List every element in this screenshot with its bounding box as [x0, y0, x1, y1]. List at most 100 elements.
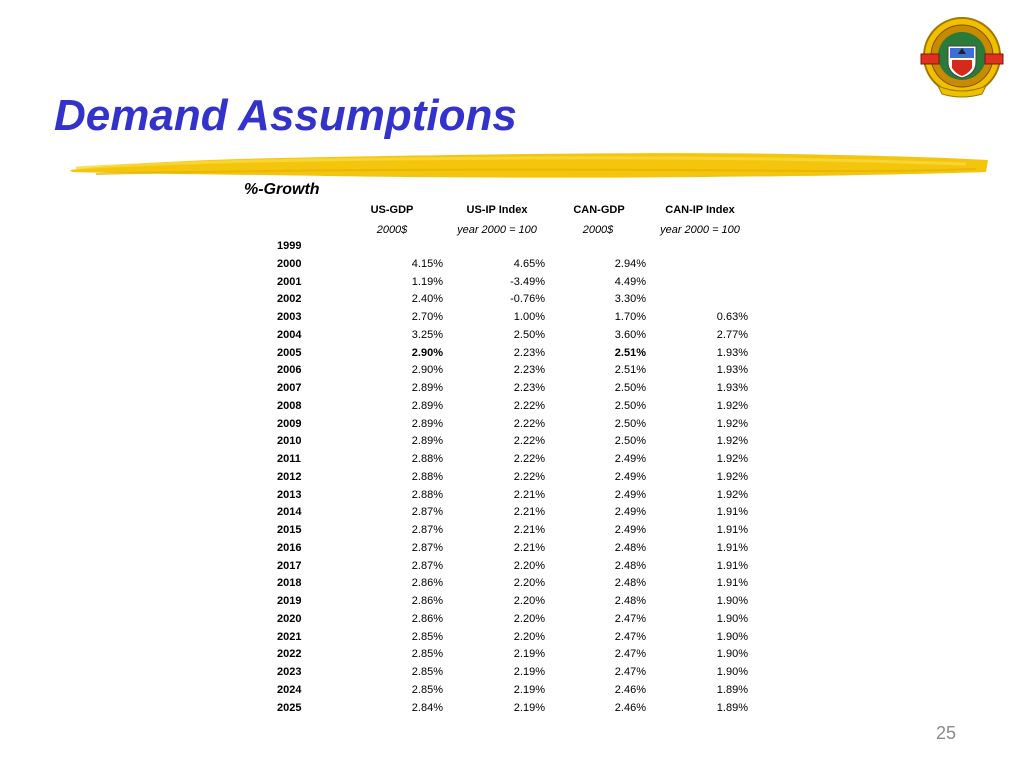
- table-cell: 2.86%: [411, 595, 443, 607]
- table-cell: 2.21%: [513, 541, 545, 554]
- table-cell: 2.51%: [614, 346, 646, 359]
- table-cell: 1.92%: [716, 453, 748, 465]
- row-year: 2001: [277, 275, 302, 288]
- table-cell: 2.89%: [411, 382, 443, 394]
- row-year: 2019: [277, 595, 302, 607]
- table-cell: 2.77%: [716, 328, 748, 341]
- table-cell: 2.50%: [614, 417, 646, 430]
- table-cell: 2.88%: [411, 488, 443, 501]
- table-cell: 1.90%: [716, 612, 748, 625]
- table-cell: 2.19%: [513, 648, 545, 661]
- table-cell: 2.47%: [614, 666, 646, 678]
- table-cell: 2.51%: [614, 364, 646, 377]
- table-subtitle: %-Growth: [244, 181, 320, 198]
- table-cell: 2.40%: [411, 293, 443, 306]
- table-cell: 2.46%: [614, 683, 646, 696]
- table-cell: 2.47%: [614, 630, 646, 643]
- table-cell: 1.92%: [716, 435, 748, 448]
- table-cell: 0.63%: [716, 311, 748, 323]
- row-year: 2018: [277, 577, 302, 590]
- table-cell: 2.22%: [513, 417, 545, 430]
- table-cell: 2.89%: [411, 399, 443, 412]
- table-cell: 2.90%: [411, 364, 443, 377]
- row-year: 2009: [277, 417, 302, 430]
- table-cell: 2.49%: [614, 453, 646, 465]
- page-number: 25: [935, 723, 956, 743]
- table-cell: 2.85%: [411, 630, 443, 643]
- table-cell: 1.89%: [716, 701, 748, 714]
- column-unit: year 2000 = 100: [660, 224, 740, 236]
- table-cell: 4.49%: [614, 275, 646, 288]
- table-cell: 1.90%: [716, 666, 748, 678]
- table-cell: 2.22%: [513, 453, 545, 465]
- row-year: 2023: [277, 666, 302, 678]
- row-year: 2024: [277, 683, 302, 696]
- table-cell: 2.19%: [513, 683, 545, 696]
- table-cell: 2.23%: [513, 364, 545, 377]
- row-year: 2006: [277, 364, 302, 377]
- table-cell: 2.19%: [513, 701, 545, 714]
- table-cell: 2.48%: [614, 595, 646, 607]
- table-cell: 2.94%: [614, 257, 646, 270]
- table-cell: 2.20%: [513, 630, 545, 643]
- table-cell: 1.92%: [716, 399, 748, 412]
- table-cell: 2.49%: [614, 488, 646, 501]
- table-cell: 2.47%: [614, 612, 646, 625]
- table-cell: 2.84%: [411, 701, 443, 714]
- table-cell: 2.48%: [614, 541, 646, 554]
- row-year: 2015: [277, 524, 302, 536]
- column-header: CAN-IP Index: [665, 204, 735, 216]
- table-cell: 1.90%: [716, 595, 748, 607]
- table-cell: 2.22%: [513, 399, 545, 412]
- table-cell: 1.00%: [513, 311, 545, 323]
- row-year: 2016: [277, 541, 302, 554]
- table-cell: 2.90%: [411, 346, 443, 359]
- table-cell: 2.47%: [614, 648, 646, 661]
- column-unit: year 2000 = 100: [457, 224, 537, 236]
- row-year: 2004: [277, 328, 302, 341]
- table-cell: 2.49%: [614, 470, 646, 483]
- table-cell: 2.20%: [513, 612, 545, 625]
- table-cell: 3.30%: [614, 293, 646, 306]
- table-cell: 1.91%: [716, 506, 748, 519]
- row-year: 2002: [277, 293, 302, 306]
- table-cell: 2.48%: [614, 559, 646, 572]
- table-cell: 1.91%: [716, 541, 748, 554]
- row-year: 2007: [277, 382, 302, 394]
- table-cell: 1.90%: [716, 648, 748, 661]
- table-cell: 1.19%: [411, 275, 443, 288]
- table-cell: 1.91%: [716, 524, 748, 536]
- table-cell: 2.23%: [513, 382, 545, 394]
- table-cell: 2.70%: [411, 311, 443, 323]
- column-unit: 2000$: [582, 224, 614, 236]
- table-cell: 1.92%: [716, 417, 748, 430]
- table-cell: 2.86%: [411, 612, 443, 625]
- row-year: 2011: [277, 453, 301, 465]
- row-year: 2021: [277, 630, 302, 643]
- table-cell: 2.85%: [411, 666, 443, 678]
- row-year: 2008: [277, 399, 302, 412]
- table-cell: 2.50%: [614, 435, 646, 448]
- column-unit: 2000$: [376, 224, 408, 236]
- table-cell: 2.19%: [513, 666, 545, 678]
- table-cell: 2.87%: [411, 506, 443, 519]
- table-cell: 2.49%: [614, 524, 646, 536]
- seal-emblem-icon: [920, 17, 1004, 98]
- row-year: 2010: [277, 435, 302, 448]
- table-cell: -0.76%: [510, 293, 545, 306]
- table-cell: 3.25%: [411, 328, 443, 341]
- row-year: 2020: [277, 612, 302, 625]
- table-cell: 2.50%: [614, 399, 646, 412]
- table-cell: 1.90%: [716, 630, 748, 643]
- table-cell: 2.20%: [513, 577, 545, 590]
- row-year: 2022: [277, 648, 302, 661]
- table-cell: 2.87%: [411, 524, 443, 536]
- table-cell: 2.85%: [411, 683, 443, 696]
- table-cell: 2.85%: [411, 648, 443, 661]
- table-cell: 2.21%: [513, 506, 545, 519]
- table-cell: 2.21%: [513, 488, 545, 501]
- table-cell: 1.92%: [716, 470, 748, 483]
- row-year: 1999: [277, 240, 302, 252]
- table-cell: 2.87%: [411, 559, 443, 572]
